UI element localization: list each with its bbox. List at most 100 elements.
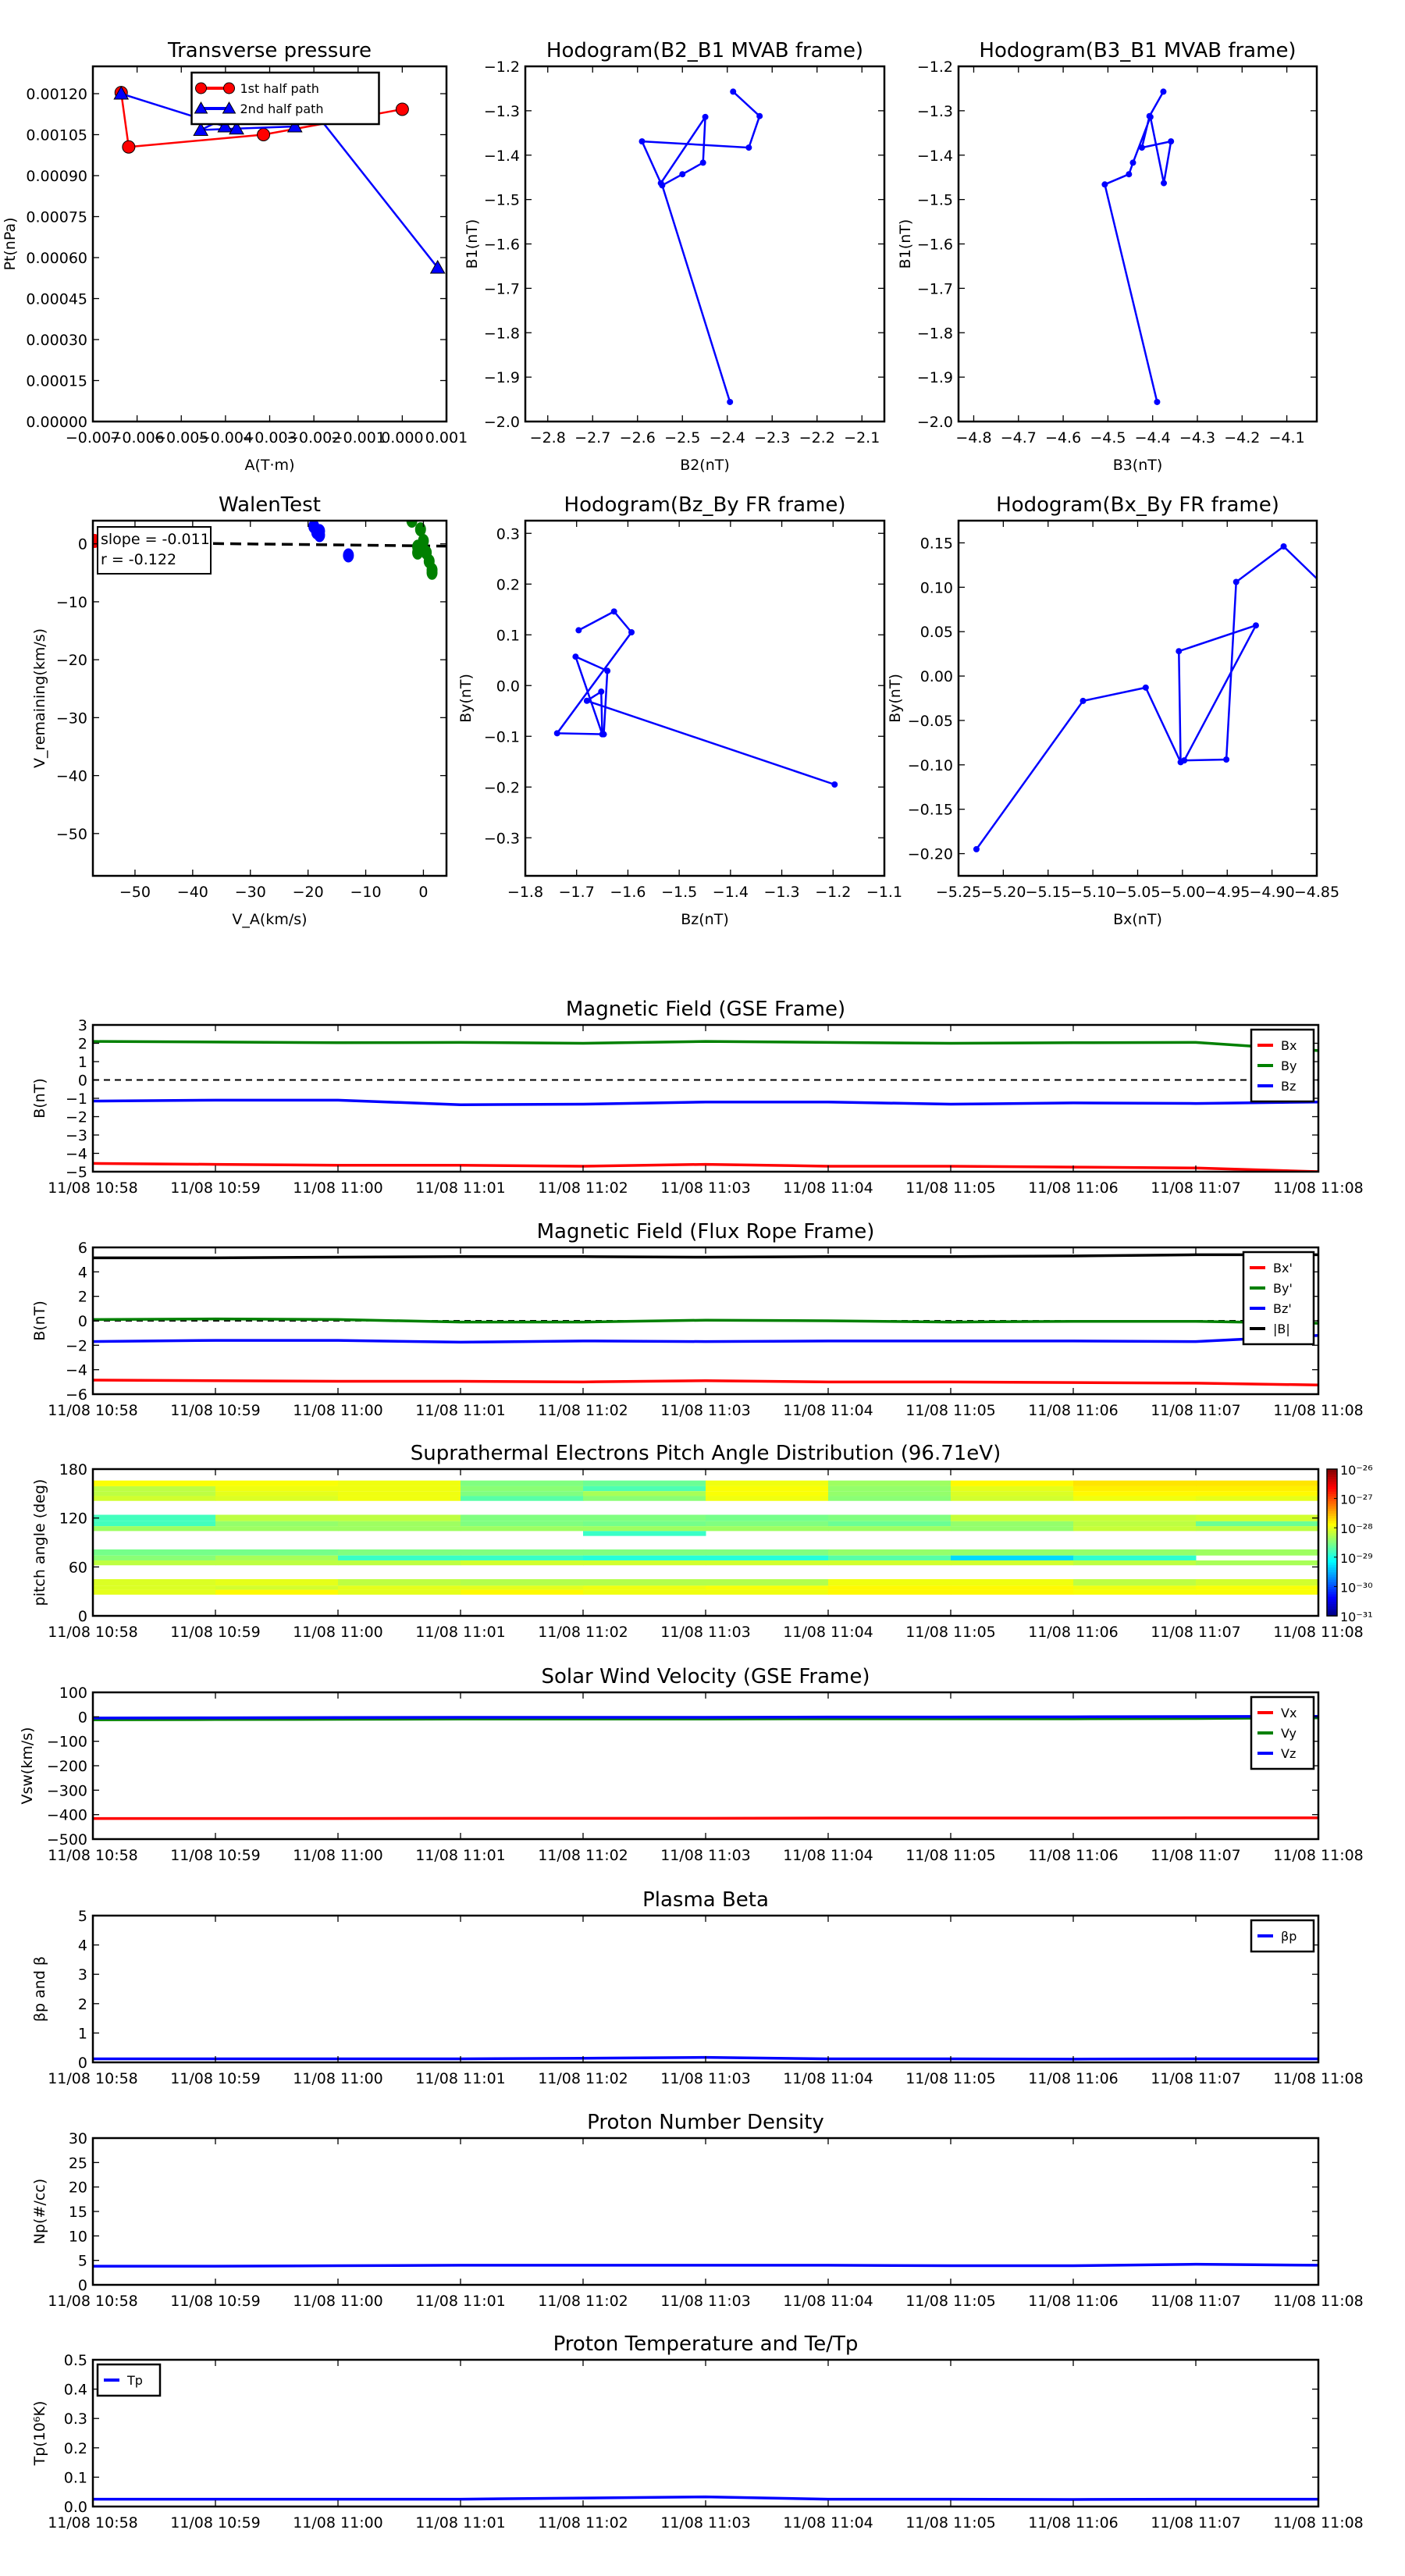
x-tick-label: −4.1 <box>1269 429 1305 447</box>
heatmap-cell <box>1196 1579 1318 1586</box>
hodogram-bx-by-chart: −5.25 −5.20 −5.15 −5.10 −5.05 −5.00 −4.95 −4.90… <box>887 493 1339 928</box>
data-point-triangle <box>286 118 303 133</box>
magnetic-field-gse-series-Bx-line <box>93 1162 1318 1172</box>
y-tick-label: −5 <box>66 1164 87 1181</box>
y-tick-label: 0.1 <box>496 627 520 644</box>
y-tick-label: 0.00105 <box>26 127 87 144</box>
y-tick-label: −40 <box>56 768 87 785</box>
heatmap-cell <box>828 1579 951 1586</box>
y-axis-label: βp and β <box>31 1956 48 2022</box>
hodogram-b3-b1-series-B-line <box>1103 91 1172 403</box>
chart-title: Proton Temperature and Te/Tp <box>553 2332 859 2356</box>
heatmap-cell <box>338 1514 461 1521</box>
colorbar-segment <box>1327 1547 1337 1550</box>
colorbar-segment <box>1327 1610 1337 1614</box>
heatmap-cell <box>583 1531 706 1536</box>
x-tick-label: 11/08 11:05 <box>905 2293 996 2310</box>
data-point <box>1101 181 1108 188</box>
x-axis-label: Bz(nT) <box>681 911 728 928</box>
data-point <box>1080 697 1087 704</box>
colorbar-segment <box>1327 1498 1337 1502</box>
data-point <box>1160 88 1167 95</box>
data-point-triangle <box>217 118 233 133</box>
colorbar <box>1326 1468 1338 1617</box>
x-tick-label: 11/08 11:06 <box>1028 1847 1119 1864</box>
x-tick-label: 11/08 11:08 <box>1273 2070 1364 2087</box>
axes-frame <box>91 2137 1320 2286</box>
x-tick-label: 11/08 11:02 <box>538 1402 628 1419</box>
y-axis-label: B1(nT) <box>897 219 914 269</box>
heatmap-cell <box>706 1579 829 1586</box>
heatmap-cell <box>828 1485 951 1492</box>
heatmap-cell <box>338 1579 461 1586</box>
chart-title: Plasma Beta <box>642 1888 769 1912</box>
heatmap-cell <box>93 1491 216 1496</box>
legend-label: Vx <box>1281 1706 1297 1720</box>
x-tick-label: 11/08 11:07 <box>1151 2293 1241 2310</box>
colorbar-segment <box>1327 1586 1337 1590</box>
y-tick-label: 0.10 <box>920 579 953 596</box>
x-tick-label: −4.4 <box>1135 429 1171 447</box>
heatmap-cell <box>951 1560 1074 1566</box>
data-point <box>1252 622 1259 629</box>
y-tick-label: −0.1 <box>484 728 520 745</box>
y-tick-label: 100 <box>59 1685 87 1702</box>
heatmap-cell <box>93 1485 216 1492</box>
heatmap-cell <box>1196 1526 1318 1532</box>
heatmap-cell <box>1073 1560 1197 1566</box>
heatmap-cell <box>951 1589 1074 1595</box>
legend-marker <box>223 82 235 94</box>
y-tick-label: 3 <box>78 1966 87 1984</box>
y-tick-label: 0 <box>78 536 87 553</box>
y-tick-label: −30 <box>56 710 87 727</box>
colorbar-segment <box>1327 1503 1337 1507</box>
x-tick-label: 11/08 11:04 <box>783 2070 873 2087</box>
transverse-pressure-chart: −0.007−0.006−0.005−0.004−0.003−0.002−0.0… <box>2 39 468 474</box>
colorbar-segment <box>1327 1537 1337 1541</box>
heatmap-cell <box>215 1526 339 1532</box>
y-tick-label: 0.00090 <box>26 168 87 185</box>
x-tick-label: −5.05 <box>1115 884 1160 901</box>
x-tick-label: −40 <box>177 884 208 901</box>
x-tick-label: −4.95 <box>1204 884 1250 901</box>
data-point-circle <box>395 102 409 116</box>
y-tick-label: −200 <box>47 1758 87 1775</box>
heatmap-cell <box>706 1555 829 1560</box>
y-tick-label: −0.10 <box>908 757 953 774</box>
colorbar-segment <box>1327 1582 1337 1585</box>
colorbar-segment <box>1327 1522 1337 1526</box>
heatmap-cell <box>93 1496 216 1501</box>
heatmap-cell <box>461 1555 584 1560</box>
magnetic-field-flux-rope-plot-area <box>93 1253 1318 1386</box>
colorbar-segment <box>1327 1500 1337 1504</box>
heatmap-cell <box>828 1514 951 1521</box>
heatmap-cell <box>706 1491 829 1496</box>
heatmap-cell <box>338 1491 461 1496</box>
y-tick-label: 0.00000 <box>26 414 87 431</box>
colorbar-segment <box>1327 1469 1337 1472</box>
data-point <box>1161 180 1168 187</box>
x-tick-label: −10 <box>350 884 381 901</box>
x-axis-label: Bx(nT) <box>1113 911 1162 928</box>
y-tick-label: 0.00045 <box>26 291 87 308</box>
heatmap-cell <box>1073 1491 1197 1496</box>
heatmap-cell <box>93 1480 216 1486</box>
y-tick-label: −0.3 <box>484 830 520 847</box>
heatmap-cell <box>215 1491 339 1496</box>
x-tick-label: 0 <box>418 884 428 901</box>
heatmap-cell <box>828 1560 951 1566</box>
heatmap-cell <box>951 1480 1074 1486</box>
y-tick-label: −1.7 <box>917 280 953 297</box>
data-point-triangle <box>113 85 130 100</box>
data-point <box>1142 684 1149 691</box>
y-tick-label: 0 <box>78 2277 87 2294</box>
heatmap-cell <box>1196 1549 1318 1556</box>
data-point <box>604 667 611 674</box>
x-tick-label: 11/08 10:59 <box>170 1847 261 1864</box>
heatmap-cell <box>461 1589 584 1595</box>
axes-frame <box>524 519 886 877</box>
axes-frame <box>957 65 1318 423</box>
y-tick-label: 0.05 <box>920 624 953 641</box>
y-tick-label: 1 <box>78 1054 87 1071</box>
